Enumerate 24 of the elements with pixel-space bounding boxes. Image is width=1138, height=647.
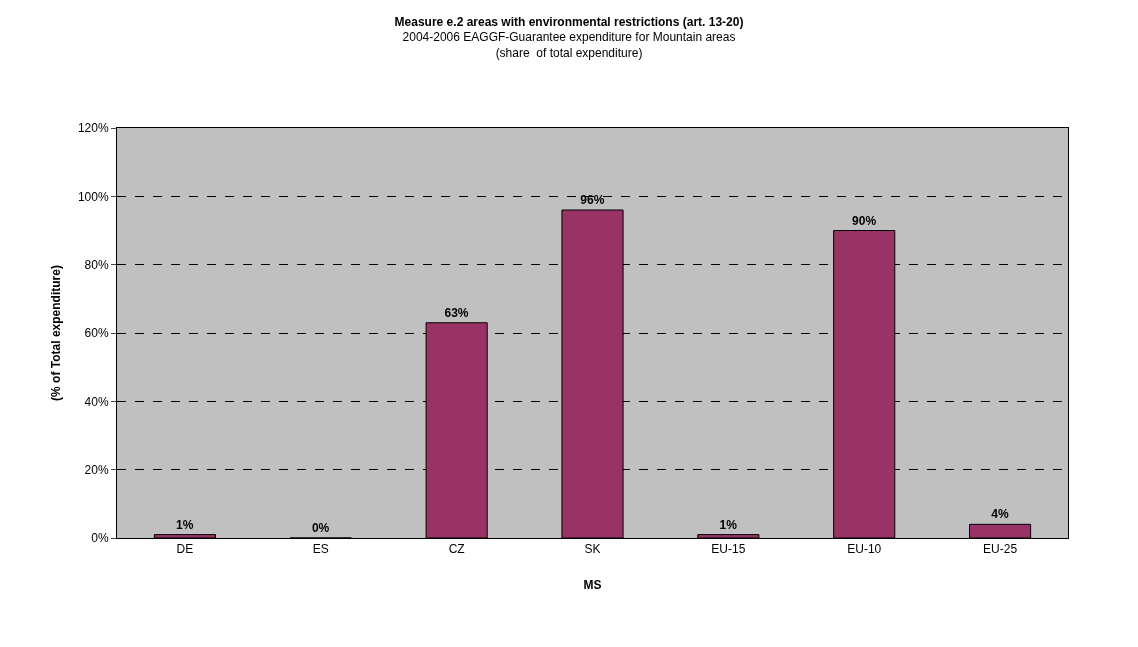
y-tick-label: 100% xyxy=(77,189,109,204)
x-tick-label: EU-10 xyxy=(847,542,882,557)
data-label: 1% xyxy=(719,517,738,532)
x-tick-label: SK xyxy=(584,542,601,557)
x-axis-title: MS xyxy=(583,578,602,593)
y-tick-label: 80% xyxy=(84,257,109,272)
chart-title: Measure e.2 areas with environmental restrictions (art. 13-20) xyxy=(394,14,744,29)
x-tick-label: ES xyxy=(312,542,329,557)
x-tick-label: DE xyxy=(176,542,194,557)
data-label: 4% xyxy=(991,507,1009,522)
x-tick-label: EU-15 xyxy=(711,542,746,557)
data-label: 1% xyxy=(176,517,194,532)
data-label: 0% xyxy=(311,521,330,535)
y-tick-label: 120% xyxy=(77,121,109,136)
y-tick-label: 20% xyxy=(84,462,109,477)
x-tick-label: CZ xyxy=(448,542,465,557)
y-tick-label: 40% xyxy=(84,394,109,409)
y-axis-title: (% of Total expenditure) xyxy=(49,265,64,401)
x-tick-label: EU-25 xyxy=(983,542,1018,557)
y-tick-label: 0% xyxy=(91,531,109,546)
data-label: 63% xyxy=(444,305,469,320)
y-tick-label: 60% xyxy=(84,326,109,341)
data-label: 90% xyxy=(852,213,877,228)
chart-subtitle: 2004-2006 EAGGF-Guarantee expenditure for Mountain areas (share of total expenditure) xyxy=(402,30,736,61)
